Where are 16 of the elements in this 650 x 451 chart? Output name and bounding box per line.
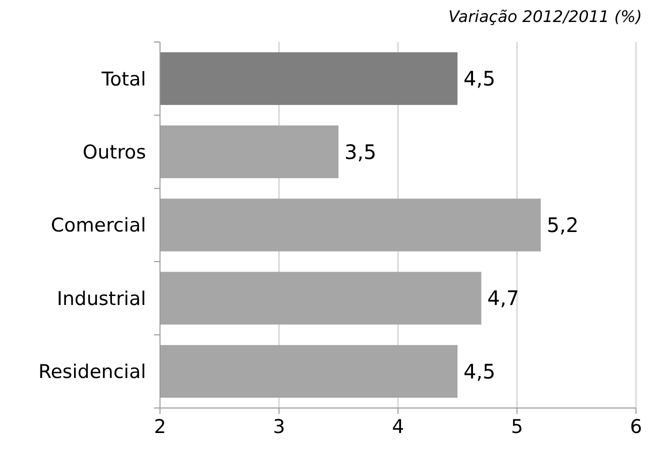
chart-title: Variação 2012/2011 (%) — [448, 7, 642, 26]
y-tick-label: Outros — [82, 141, 146, 164]
y-tick-label: Industrial — [56, 288, 146, 310]
y-tick-label: Residencial — [38, 361, 146, 384]
x-tick-label: 4 — [392, 416, 404, 438]
data-label: 4,5 — [464, 66, 496, 91]
data-label: 3,5 — [344, 140, 376, 164]
x-tick-label: 3 — [272, 416, 286, 438]
data-label: 4,7 — [487, 286, 520, 310]
x-tick-label: 2 — [154, 416, 166, 438]
y-tick-label: Total — [100, 68, 146, 90]
data-label: 5,2 — [546, 213, 579, 237]
x-tick-label: 6 — [630, 416, 642, 438]
x-tick-label: 5 — [510, 416, 524, 438]
y-tick-label: Comercial — [50, 214, 146, 237]
data-label: 4,5 — [464, 359, 496, 384]
